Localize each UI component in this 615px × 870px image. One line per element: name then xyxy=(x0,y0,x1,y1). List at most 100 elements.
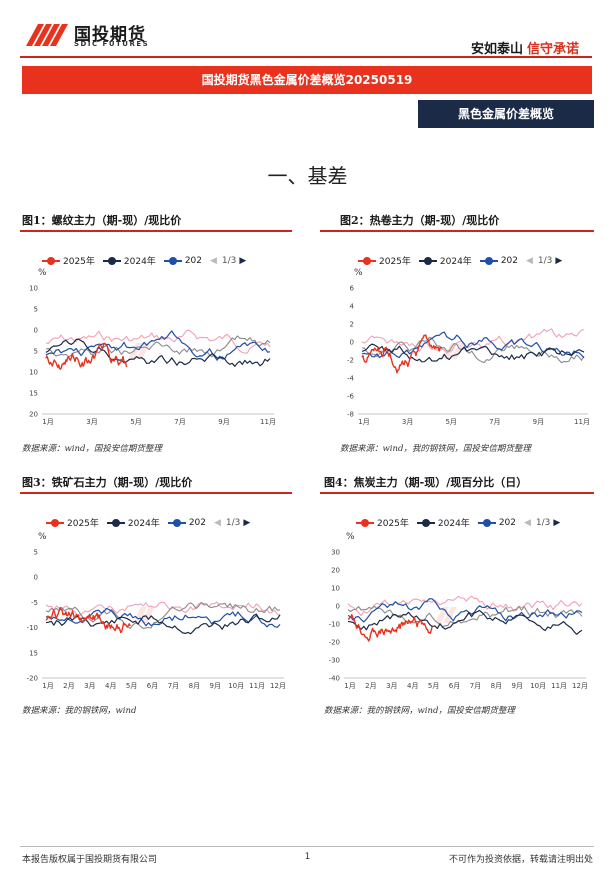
series-line-y2024 xyxy=(361,343,585,363)
legend-item-2024[interactable]: 2024年 xyxy=(102,254,156,267)
y-tick-label: 0 xyxy=(350,339,354,347)
y-tick-label: -20 xyxy=(329,639,340,647)
x-tick-label: 3月 xyxy=(86,418,97,426)
figure-1-title: 图1：螺纹主力（期-现）/现比价 xyxy=(22,214,182,227)
figure-3-chart: 5 0 -5 -10 15 -20 1月 2月 3月 4月 5月 6月 7月 8月 9月 10月 11月 12月 xyxy=(27,549,286,691)
x-tick-label: 7月 xyxy=(470,682,481,690)
series-line-y2023 xyxy=(361,331,585,359)
figure-4-divider xyxy=(320,492,594,494)
legend-item-2024[interactable]: 2024年 xyxy=(106,516,160,529)
x-tick-label: 1月 xyxy=(42,418,53,426)
footer-divider xyxy=(20,846,594,847)
x-tick-label: 4月 xyxy=(407,682,418,690)
y-tick-label: -2 xyxy=(347,357,354,365)
legend-item-2023[interactable]: 202 xyxy=(167,518,206,528)
header-divider xyxy=(20,56,592,58)
watermark-icon xyxy=(133,607,147,623)
x-tick-label: 5月 xyxy=(126,682,137,690)
series-line-y2021 xyxy=(45,329,271,354)
legend-next-icon[interactable]: ▶ xyxy=(555,255,563,266)
legend-pager: 1/3 xyxy=(535,517,551,528)
legend-prev-icon[interactable]: ◀ xyxy=(210,255,217,266)
series-line-y2023 xyxy=(45,330,271,361)
y-tick-label: -5 xyxy=(31,599,38,607)
series-line-y2023 xyxy=(347,598,583,623)
figure-4-title: 图4：焦炭主力（期-现）/现百分比（日） xyxy=(324,476,528,489)
legend-item-2025[interactable]: 2025年 xyxy=(46,516,99,529)
figure-2-title: 图2：热卷主力（期-现）/现比价 xyxy=(340,214,500,227)
legend-item-2025[interactable]: 2025年 xyxy=(358,254,411,267)
legend-item-2023[interactable]: 202 xyxy=(479,256,518,266)
x-tick-label: 6月 xyxy=(449,682,460,690)
series-line-y2025 xyxy=(361,334,443,374)
x-tick-label: 6月 xyxy=(147,682,158,690)
figure-2-legend: 2025年 2024年 202 ◀ 1/3 ▶ xyxy=(358,254,562,267)
legend-item-2025[interactable]: 2025年 xyxy=(356,516,409,529)
legend-pager: 1/3 xyxy=(225,517,241,528)
series-line-y2023 xyxy=(45,607,281,628)
y-tick-label: 30 xyxy=(331,549,340,557)
series-line-y2025 xyxy=(45,606,131,634)
y-tick-label: -30 xyxy=(329,657,340,665)
figure-4-unit: % xyxy=(346,532,355,542)
x-tick-label: 7月 xyxy=(489,418,500,426)
x-tick-label: 9月 xyxy=(210,682,221,690)
figure-4-legend: 2025年 2024年 202 ◀ 1/3 ▶ xyxy=(356,516,560,529)
y-tick-label: 10 xyxy=(331,585,340,593)
x-tick-label: 8月 xyxy=(491,682,502,690)
figure-3-source: 数据来源：我的钢铁网，wind xyxy=(22,706,137,716)
page-number: 1 xyxy=(304,852,311,862)
figure-2-source: 数据来源：wind，我的钢铁网，国投安信期货整理 xyxy=(340,444,531,454)
figure-4-chart: 30 20 10 0 -10 -20 -30 -40 1月 2月 3月 4月 5月 6月 7月 8月 9月 10月… xyxy=(329,549,588,691)
y-tick-label: 4 xyxy=(350,303,355,311)
figure-2-chart: 6 4 2 0 -2 -4 -6 -8 1月 3月 5月 7月 9月 11月 xyxy=(347,285,590,427)
legend-prev-icon[interactable]: ◀ xyxy=(524,517,531,528)
legend-next-icon[interactable]: ▶ xyxy=(239,255,247,266)
x-tick-label: 5月 xyxy=(130,418,141,426)
legend-next-icon[interactable]: ▶ xyxy=(243,517,251,528)
footer-disclaimer: 不可作为投资依据，转载请注明出处 xyxy=(448,855,593,865)
figure-2-unit: % xyxy=(354,268,363,278)
figure-2-divider xyxy=(320,230,594,232)
figure-3-divider xyxy=(20,492,292,494)
series-line-y2022 xyxy=(45,335,271,358)
x-tick-label: 1月 xyxy=(358,418,369,426)
y-tick-label: 0 xyxy=(336,603,340,611)
x-tick-label: 3月 xyxy=(84,682,95,690)
watermark-icon xyxy=(443,607,457,623)
slogan-part-a: 安如泰山 xyxy=(470,42,523,57)
series-line-y2024 xyxy=(45,338,271,367)
x-tick-label: 10月 xyxy=(228,682,244,690)
y-tick-label: 0 xyxy=(34,327,38,335)
y-tick-label: -10 xyxy=(27,624,38,632)
figure-1-legend: 2025年 2024年 202 ◀ 1/3 ▶ xyxy=(42,254,246,267)
x-tick-label: 1月 xyxy=(344,682,355,690)
x-tick-label: 9月 xyxy=(512,682,523,690)
legend-item-2024[interactable]: 2024年 xyxy=(416,516,470,529)
x-tick-label: 11月 xyxy=(249,682,265,690)
y-tick-label: 15 xyxy=(29,649,38,657)
y-tick-label: -8 xyxy=(347,411,354,419)
y-tick-label: 5 xyxy=(34,306,38,314)
y-tick-label: 20 xyxy=(29,411,38,419)
y-tick-label: 2 xyxy=(350,321,354,329)
y-tick-label: 20 xyxy=(331,567,340,575)
legend-item-2023[interactable]: 202 xyxy=(163,256,202,266)
legend-prev-icon[interactable]: ◀ xyxy=(214,517,221,528)
header-slogan: 安如泰山 信守承诺 xyxy=(471,38,579,57)
legend-next-icon[interactable]: ▶ xyxy=(553,517,561,528)
legend-pager: 1/3 xyxy=(537,255,553,266)
series-line-y2021 xyxy=(45,601,281,617)
legend-item-2023[interactable]: 202 xyxy=(477,518,516,528)
x-tick-label: 12月 xyxy=(270,682,286,690)
x-tick-label: 12月 xyxy=(572,682,588,690)
x-tick-label: 8月 xyxy=(189,682,200,690)
legend-prev-icon[interactable]: ◀ xyxy=(526,255,533,266)
logo-text-en: SDIC FUTURES xyxy=(74,40,150,48)
x-tick-label: 10月 xyxy=(530,682,546,690)
x-tick-label: 3月 xyxy=(402,418,413,426)
x-tick-label: 9月 xyxy=(218,418,229,426)
legend-item-2025[interactable]: 2025年 xyxy=(42,254,95,267)
legend-item-2024[interactable]: 2024年 xyxy=(418,254,472,267)
x-tick-label: 7月 xyxy=(174,418,185,426)
